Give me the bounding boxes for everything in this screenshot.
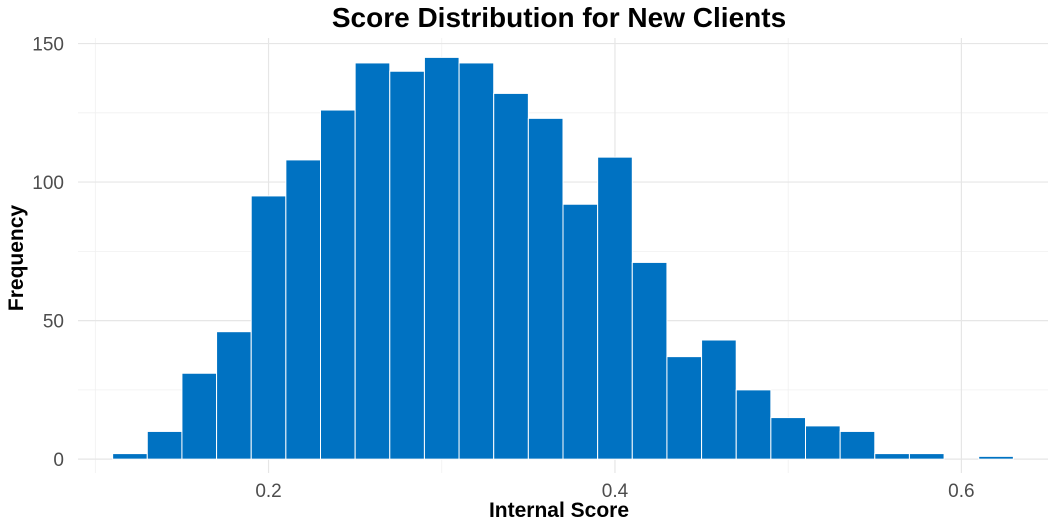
tick-labels: 0.2 0.4 0.6 0 50 100 150 xyxy=(32,35,974,502)
histogram-bar xyxy=(839,430,876,460)
histogram-bar xyxy=(354,62,391,460)
histogram-bar xyxy=(666,356,703,460)
y-axis-label: Frequency xyxy=(5,205,28,312)
histogram-bar xyxy=(458,62,495,460)
histogram-bar xyxy=(493,92,529,460)
histogram-bar xyxy=(805,425,841,460)
histogram-bar xyxy=(250,195,287,460)
histogram-bar xyxy=(735,389,772,460)
histogram-bar xyxy=(874,453,910,460)
y-tick-label: 0 xyxy=(53,450,64,471)
histogram-bar xyxy=(423,56,460,460)
histogram-bar xyxy=(908,453,945,460)
histogram-bar xyxy=(112,453,148,460)
histogram-bar xyxy=(597,156,633,460)
y-tick-label: 100 xyxy=(32,173,64,194)
histogram-bar xyxy=(562,203,599,460)
x-tick-label: 0.2 xyxy=(255,481,281,502)
y-tick-label: 50 xyxy=(43,312,64,333)
x-tick-label: 0.4 xyxy=(602,481,629,502)
histogram-bar xyxy=(285,159,322,460)
histogram-bar xyxy=(181,372,218,460)
histogram-bar xyxy=(631,261,668,460)
x-tick-label: 0.6 xyxy=(948,481,974,502)
chart-title: Score Distribution for New Clients xyxy=(332,2,786,33)
histogram-bar xyxy=(320,109,356,460)
histogram-bar xyxy=(389,70,425,460)
histogram-bar xyxy=(216,331,252,460)
bars xyxy=(112,56,1014,460)
histogram-bar xyxy=(527,117,564,460)
y-tick-label: 150 xyxy=(32,35,64,56)
x-axis-label: Internal Score xyxy=(489,499,629,522)
histogram-bar xyxy=(770,417,806,460)
histogram-bar xyxy=(701,339,737,460)
histogram-bar xyxy=(146,430,183,460)
histogram-bar xyxy=(978,455,1014,460)
